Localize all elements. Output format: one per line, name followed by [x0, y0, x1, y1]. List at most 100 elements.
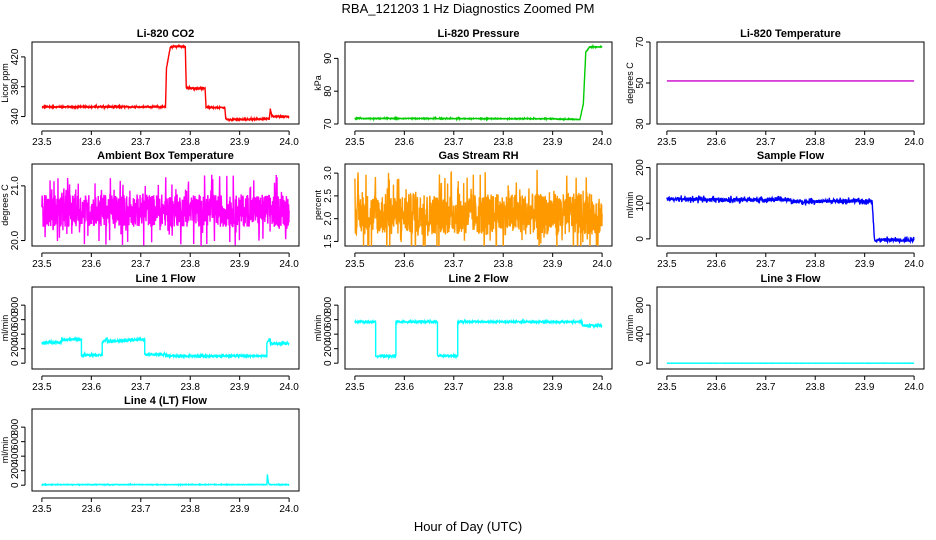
x-tick-label: 23.8 [180, 382, 200, 393]
x-tick-label: 23.7 [756, 382, 776, 393]
plot-frame [31, 41, 300, 125]
chart-title: Line 3 Flow [761, 273, 821, 285]
x-tick-label: 23.5 [657, 382, 677, 393]
y-axis-label: ml/min [0, 437, 10, 464]
y-tick-label: 600 [10, 433, 21, 450]
y-tick-label: 400 [323, 325, 334, 342]
chart-title: Li-820 CO2 [137, 28, 194, 40]
y-axis-label: Licor ppm [0, 63, 10, 103]
x-tick-label: 23.9 [855, 259, 875, 270]
x-tick-label: 23.7 [444, 137, 464, 148]
chart-panel-8: Line 2 Flow 23.5 23.6 23.7 23.8 23.9 24.0 0 2004… [313, 273, 613, 393]
chart-panel-5: Gas Stream RH 23.5 23.6 23.7 23.8 23.9 24.0 1.5… [313, 150, 613, 270]
y-tick-label: 30 [635, 118, 646, 130]
y-tick-label: 200 [10, 340, 21, 357]
y-axis-label: ml/min [313, 315, 323, 342]
x-tick-label: 23.8 [493, 382, 513, 393]
x-tick-label: 23.9 [543, 382, 563, 393]
x-tick-label: 23.6 [82, 259, 102, 270]
x-tick-label: 23.9 [855, 382, 875, 393]
y-tick-label: 400 [10, 447, 21, 464]
x-tick-label: 23.9 [230, 259, 250, 270]
x-tick-label: 23.7 [756, 137, 776, 148]
series-line-1 [41, 474, 290, 487]
y-tick-label: 100 [635, 194, 646, 211]
y-axis-label: degrees C [0, 184, 10, 226]
y-tick-label: 400 [635, 325, 646, 342]
x-tick-label: 23.8 [180, 259, 200, 270]
x-tick-label: 23.6 [707, 137, 727, 148]
x-tick-label: 24.0 [592, 382, 612, 393]
x-tick-label: 23.6 [82, 382, 102, 393]
x-tick-label: 23.5 [345, 259, 365, 270]
x-tick-label: 24.0 [279, 504, 299, 515]
plot-frame [344, 286, 613, 370]
chart-panel-2: Li-820 Pressure 23.5 23.6 23.7 23.8 23.9 24.0 7… [313, 28, 613, 148]
plot-frame [31, 408, 300, 492]
x-tick-label: 23.6 [395, 259, 415, 270]
y-tick-label: 340 [10, 108, 21, 125]
chart-panel-1: Li-820 CO2 23.5 23.6 23.7 23.8 23.9 24.0 340 380… [0, 28, 300, 148]
x-tick-label: 24.0 [904, 137, 924, 148]
y-tick-label: 2.5 [323, 189, 334, 203]
x-tick-label: 23.9 [543, 259, 563, 270]
x-tick-label: 23.7 [131, 259, 151, 270]
y-tick-label: 800 [10, 418, 21, 435]
chart-title: Li-820 Temperature [740, 28, 841, 40]
y-tick-label: 80 [323, 85, 334, 97]
y-axis-label: kPa [313, 75, 323, 91]
x-tick-label: 23.5 [32, 504, 52, 515]
x-tick-label: 23.9 [855, 137, 875, 148]
x-tick-label: 24.0 [279, 137, 299, 148]
chart-panel-6: Sample Flow 23.5 23.6 23.7 23.8 23.9 24.0 0 100 2… [625, 150, 925, 270]
y-axis-label: ml/min [625, 192, 635, 219]
y-tick-label: 50 [635, 77, 646, 89]
y-tick-label: 20.0 [10, 230, 21, 250]
plot-frame [31, 163, 300, 247]
series-line-1 [354, 169, 603, 246]
figure-x-axis-label: Hour of Day (UTC) [414, 519, 522, 534]
chart-title: Line 4 (LT) Flow [124, 395, 207, 407]
y-tick-label: 200 [10, 462, 21, 479]
x-tick-label: 23.8 [493, 259, 513, 270]
y-axis-label: ml/min [0, 315, 10, 342]
x-tick-label: 23.5 [657, 259, 677, 270]
x-tick-label: 23.7 [131, 137, 151, 148]
x-tick-label: 23.7 [444, 382, 464, 393]
y-tick-label: 2.0 [323, 211, 334, 225]
y-tick-label: 0 [10, 482, 21, 488]
chart-title: Li-820 Pressure [438, 28, 520, 40]
x-tick-label: 23.5 [657, 137, 677, 148]
y-tick-label: 800 [635, 296, 646, 313]
y-tick-label: 380 [10, 78, 21, 95]
chart-panel-4: Ambient Box Temperature 23.5 23.6 23.7 23.8 2… [0, 150, 300, 270]
x-tick-label: 23.6 [707, 259, 727, 270]
y-tick-label: 800 [10, 296, 21, 313]
chart-title: Gas Stream RH [438, 150, 518, 162]
x-tick-label: 23.7 [131, 504, 151, 515]
x-tick-label: 24.0 [592, 259, 612, 270]
series-line-1 [666, 195, 915, 245]
x-tick-label: 23.7 [444, 259, 464, 270]
x-tick-label: 23.9 [230, 504, 250, 515]
y-tick-label: 400 [10, 325, 21, 342]
x-tick-label: 24.0 [279, 259, 299, 270]
y-tick-label: 0 [635, 360, 646, 366]
x-tick-label: 23.5 [32, 137, 52, 148]
x-tick-label: 23.8 [805, 137, 825, 148]
y-tick-label: 0 [323, 360, 334, 366]
y-axis-label: percent [313, 189, 323, 220]
x-tick-label: 24.0 [592, 137, 612, 148]
x-tick-label: 24.0 [279, 382, 299, 393]
x-tick-label: 23.6 [82, 137, 102, 148]
chart-title: Sample Flow [757, 150, 825, 162]
x-tick-label: 23.5 [345, 137, 365, 148]
x-tick-label: 23.9 [230, 382, 250, 393]
plot-frame [656, 41, 925, 125]
x-tick-label: 23.6 [395, 382, 415, 393]
x-tick-label: 23.9 [230, 137, 250, 148]
x-tick-label: 23.8 [805, 259, 825, 270]
y-tick-label: 0 [10, 360, 21, 366]
x-tick-label: 23.7 [131, 382, 151, 393]
plot-frame [344, 163, 613, 247]
